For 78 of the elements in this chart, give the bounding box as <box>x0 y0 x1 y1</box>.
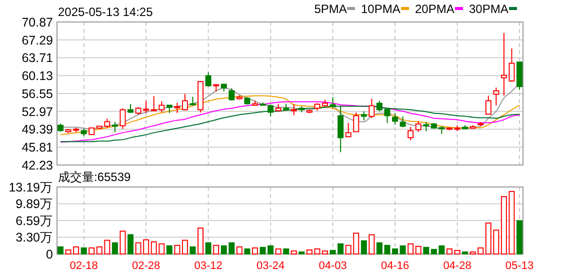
candlestick <box>112 121 118 133</box>
candlestick <box>423 121 430 132</box>
bar <box>290 250 297 254</box>
y-tick-label: 63.71 <box>22 51 54 66</box>
bar <box>198 228 204 254</box>
bar <box>392 248 398 254</box>
legend-label: 5PMA <box>314 2 347 16</box>
bar <box>80 247 87 254</box>
candlestick <box>345 122 352 138</box>
bar <box>446 248 452 254</box>
bar <box>283 248 290 254</box>
candlestick <box>415 120 422 132</box>
bar <box>58 246 64 254</box>
y-tick-label: 0 <box>46 247 54 262</box>
x-tick-label: 03-24 <box>256 260 285 272</box>
bar <box>190 246 196 254</box>
y-tick-label: 60.13 <box>22 69 54 83</box>
candlestick <box>120 108 126 130</box>
y-tick-label: 13.19万 <box>8 180 53 194</box>
candlestick <box>205 72 212 88</box>
x-tick-label: 03-12 <box>194 260 222 272</box>
candlestick <box>392 112 398 126</box>
candlestick <box>330 96 336 109</box>
y-tick-label: 6.59万 <box>16 214 53 228</box>
legend-label: 10PMA <box>361 2 400 16</box>
x-tick-label: 05-13 <box>505 260 534 272</box>
legend-label: 20PMA <box>415 2 454 16</box>
bar <box>298 251 305 254</box>
candlestick <box>368 98 375 119</box>
y-tick-label: 56.55 <box>22 86 54 101</box>
candlestick <box>174 102 180 114</box>
bar <box>120 230 126 254</box>
bar <box>322 250 328 254</box>
bar <box>174 244 180 254</box>
bar <box>423 246 430 254</box>
x-tick-label: 04-28 <box>443 260 472 272</box>
candlestick <box>485 95 492 115</box>
bar <box>400 245 406 254</box>
x-tick-label: 02-28 <box>132 260 160 272</box>
bar <box>112 242 118 254</box>
x-tick-label: 04-16 <box>380 260 410 272</box>
bar <box>236 246 242 254</box>
bar <box>275 248 282 254</box>
bar <box>244 248 250 254</box>
bar <box>88 247 95 254</box>
bar <box>360 240 367 254</box>
candlestick <box>493 87 500 106</box>
x-tick-label: 02-18 <box>70 260 98 272</box>
bar <box>368 234 375 254</box>
candlestick <box>338 106 344 153</box>
legend-label: 30PMA <box>469 2 508 16</box>
y-tick-label: 3.30万 <box>16 230 53 245</box>
bar <box>252 247 258 254</box>
candlestick <box>228 88 235 101</box>
y-tick-label: 49.39 <box>22 122 54 137</box>
bar <box>462 251 468 254</box>
y-tick-label: 9.89万 <box>16 197 53 212</box>
candlestick <box>182 93 188 111</box>
bar <box>516 220 522 254</box>
bar <box>213 244 220 254</box>
candlestick <box>290 104 297 116</box>
bar <box>415 246 422 254</box>
y-tick-label: 45.81 <box>22 140 54 154</box>
y-tick-label: 52.97 <box>22 104 54 119</box>
y-tick-label: 67.29 <box>22 33 54 48</box>
chart-title: 成交量:65539 <box>58 170 132 184</box>
chart-title: 2025-05-13 14:25 <box>58 5 154 19</box>
bar <box>166 245 172 254</box>
y-tick-label: 70.87 <box>22 15 54 30</box>
candlestick <box>353 112 360 132</box>
bar <box>454 250 460 254</box>
bar <box>128 234 134 254</box>
bar <box>182 240 188 254</box>
candlestick <box>408 126 414 141</box>
x-tick-label: 04-03 <box>318 260 347 272</box>
y-tick-label: 42.23 <box>22 158 54 172</box>
bar <box>205 242 212 254</box>
bar <box>408 243 414 254</box>
